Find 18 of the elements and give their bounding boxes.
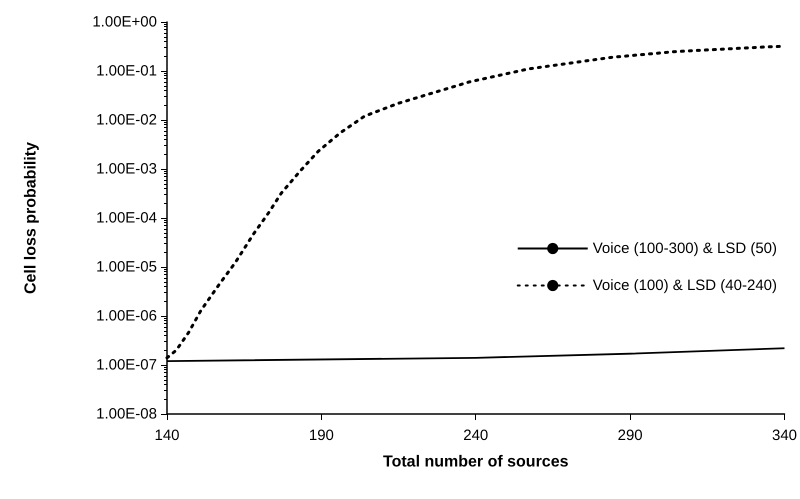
y-tick-label: 1.00E-04 [96, 210, 157, 226]
legend-label: Voice (100) & LSD (40-240) [592, 277, 778, 294]
y-tick-label: 1.00E-03 [96, 160, 157, 178]
legend-label: Voice (100-300) & LSD (50) [592, 240, 778, 257]
y-tick-label: 1.00E-06 [96, 308, 157, 324]
x-axis-title: Total number of sources [382, 454, 569, 470]
y-tick-label: 1.00E-05 [96, 258, 157, 276]
x-tick-label: 140 [154, 427, 180, 444]
y-tick-label: 1.00E+00 [92, 14, 157, 30]
y-tick-label: 1.00E-08 [96, 406, 157, 422]
x-tick-label: 190 [308, 427, 334, 444]
y-tick-label: 1.00E-07 [96, 356, 157, 374]
y-tick-label: 1.00E-01 [96, 62, 157, 80]
y-axis-title: Cell loss probability [22, 142, 40, 294]
x-tick-label: 240 [463, 427, 488, 444]
y-tick-label: 1.00E-02 [96, 112, 157, 128]
x-tick-label: 340 [772, 427, 797, 444]
x-tick-label: 290 [618, 427, 643, 444]
